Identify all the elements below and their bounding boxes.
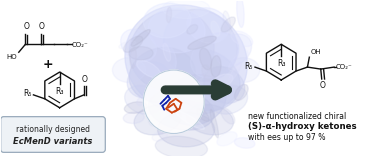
- Text: R₃: R₃: [277, 59, 285, 68]
- Text: O: O: [320, 81, 325, 90]
- Ellipse shape: [125, 85, 162, 114]
- Ellipse shape: [170, 49, 240, 111]
- Ellipse shape: [234, 138, 255, 148]
- Ellipse shape: [231, 31, 253, 46]
- Text: rationally designed: rationally designed: [16, 125, 90, 134]
- Text: HO: HO: [6, 54, 17, 60]
- Ellipse shape: [212, 74, 233, 87]
- Text: R₅: R₅: [245, 62, 253, 71]
- Ellipse shape: [222, 17, 235, 32]
- Ellipse shape: [163, 43, 170, 61]
- Ellipse shape: [124, 102, 147, 113]
- Ellipse shape: [210, 109, 218, 138]
- Ellipse shape: [197, 109, 209, 121]
- Ellipse shape: [226, 58, 260, 82]
- Text: new functionalized chiral: new functionalized chiral: [248, 112, 346, 121]
- Ellipse shape: [143, 3, 191, 38]
- Ellipse shape: [127, 62, 169, 98]
- Text: R₅: R₅: [23, 89, 31, 98]
- Ellipse shape: [165, 74, 226, 125]
- Ellipse shape: [234, 84, 248, 100]
- Ellipse shape: [123, 112, 144, 123]
- Ellipse shape: [131, 30, 150, 46]
- Ellipse shape: [166, 7, 172, 22]
- Ellipse shape: [229, 63, 241, 81]
- Ellipse shape: [211, 56, 221, 77]
- Ellipse shape: [211, 21, 220, 36]
- Ellipse shape: [187, 8, 229, 43]
- Ellipse shape: [148, 111, 160, 126]
- Ellipse shape: [200, 48, 212, 70]
- Ellipse shape: [119, 41, 136, 49]
- Ellipse shape: [202, 65, 212, 81]
- Ellipse shape: [210, 85, 248, 114]
- Ellipse shape: [203, 67, 245, 103]
- Ellipse shape: [216, 34, 252, 67]
- Ellipse shape: [152, 132, 168, 141]
- FancyBboxPatch shape: [1, 117, 105, 152]
- Text: EcMenD variants: EcMenD variants: [13, 137, 93, 146]
- Ellipse shape: [188, 36, 216, 49]
- Ellipse shape: [162, 0, 210, 19]
- Text: O: O: [23, 22, 29, 31]
- Ellipse shape: [158, 112, 215, 147]
- Ellipse shape: [229, 51, 248, 71]
- Ellipse shape: [223, 11, 230, 31]
- Text: with ees up to 97 %: with ees up to 97 %: [248, 133, 325, 141]
- Ellipse shape: [130, 10, 214, 90]
- Ellipse shape: [186, 104, 234, 135]
- Ellipse shape: [163, 9, 237, 81]
- Text: CO₂⁻: CO₂⁻: [336, 64, 353, 70]
- Text: O: O: [39, 22, 45, 31]
- Text: OH: OH: [310, 49, 321, 55]
- Ellipse shape: [221, 108, 235, 124]
- Text: O: O: [82, 75, 88, 84]
- Ellipse shape: [129, 47, 153, 60]
- Ellipse shape: [112, 58, 146, 82]
- Ellipse shape: [148, 8, 205, 53]
- Ellipse shape: [154, 84, 171, 98]
- Ellipse shape: [176, 111, 204, 129]
- Ellipse shape: [155, 136, 208, 157]
- Ellipse shape: [137, 95, 148, 105]
- Ellipse shape: [130, 47, 136, 68]
- Ellipse shape: [121, 29, 156, 62]
- Text: +: +: [43, 58, 54, 71]
- Ellipse shape: [136, 60, 161, 78]
- Ellipse shape: [149, 89, 214, 130]
- Ellipse shape: [134, 104, 181, 135]
- Ellipse shape: [125, 5, 247, 115]
- Ellipse shape: [177, 84, 205, 102]
- Text: R₃: R₃: [56, 87, 64, 96]
- Ellipse shape: [129, 48, 195, 103]
- Ellipse shape: [124, 36, 143, 52]
- Text: CO₂⁻: CO₂⁻: [72, 42, 89, 48]
- Text: (S)-α-hydroxy ketones: (S)-α-hydroxy ketones: [248, 122, 356, 131]
- Circle shape: [143, 70, 204, 133]
- Ellipse shape: [187, 25, 198, 34]
- Ellipse shape: [237, 0, 244, 27]
- Ellipse shape: [129, 32, 176, 78]
- Ellipse shape: [191, 33, 239, 78]
- Ellipse shape: [217, 132, 237, 146]
